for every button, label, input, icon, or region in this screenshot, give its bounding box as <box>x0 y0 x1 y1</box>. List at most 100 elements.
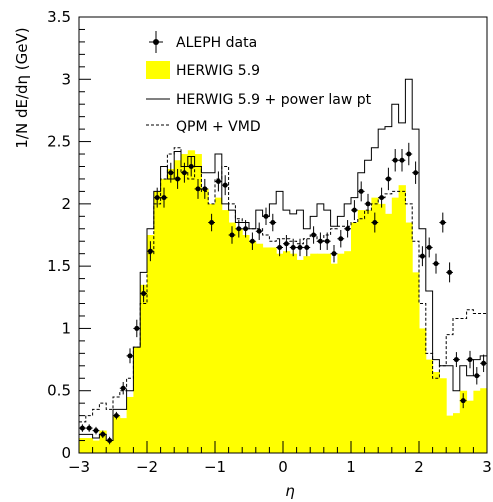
herwig-bin <box>432 372 440 453</box>
data-point <box>276 238 283 257</box>
herwig-fill-layer <box>79 150 488 453</box>
data-marker <box>181 170 187 176</box>
herwig-bin <box>371 197 379 453</box>
qpm-vmd-layer <box>79 147 487 423</box>
data-point <box>92 426 100 435</box>
data-marker <box>283 241 289 247</box>
data-point <box>357 181 365 202</box>
data-marker <box>277 244 283 250</box>
data-point <box>126 348 134 364</box>
y-tick-label: 0 <box>61 444 71 462</box>
x-tick-label: −1 <box>204 458 226 476</box>
herwig-bin <box>99 430 107 453</box>
data-point <box>160 187 168 208</box>
herwig-bin <box>283 251 291 453</box>
herwig-bin <box>344 251 352 453</box>
herwig-bin <box>228 222 236 453</box>
herwig-bin <box>208 203 216 453</box>
data-marker <box>372 220 378 226</box>
legend-label-herwig: HERWIG 5.9 <box>176 63 260 79</box>
legend-entry-qpm-vmd: QPM + VMD <box>146 119 261 135</box>
data-point <box>249 232 256 250</box>
herwig-bin <box>412 272 420 453</box>
data-point <box>228 226 236 244</box>
herwig-bin <box>473 390 481 453</box>
herwig-bin <box>106 440 114 453</box>
herwig-bin <box>276 253 284 453</box>
herwig-bin <box>242 235 250 453</box>
data-marker <box>324 238 330 244</box>
data-point <box>364 193 372 214</box>
x-tick-label: 3 <box>482 458 492 476</box>
data-point <box>385 167 392 191</box>
data-point <box>419 246 426 267</box>
data-marker <box>270 220 276 226</box>
data-marker <box>406 151 412 157</box>
herwig-bin <box>385 213 393 453</box>
data-marker <box>229 232 235 238</box>
data-point <box>296 238 304 257</box>
data-point <box>262 207 270 226</box>
herwig-bin <box>153 191 162 453</box>
data-marker <box>447 269 453 275</box>
x-tick-label: 0 <box>278 458 288 476</box>
y-tick-label: 2.5 <box>47 133 71 151</box>
data-point <box>153 187 161 208</box>
herwig-bin <box>79 438 87 453</box>
data-point <box>310 226 317 244</box>
herwig-bin <box>446 415 454 453</box>
data-point <box>466 350 474 369</box>
data-marker <box>202 186 208 192</box>
data-marker <box>453 357 459 363</box>
data-point <box>85 424 93 432</box>
herwig-bin <box>425 359 434 453</box>
herwig-bin <box>419 328 427 453</box>
data-marker <box>345 226 351 232</box>
data-marker <box>338 236 344 242</box>
herwig-bin <box>133 347 141 453</box>
data-point <box>181 162 188 183</box>
data-point <box>405 142 413 166</box>
x-tick-label: 1 <box>346 458 356 476</box>
data-point <box>201 178 209 199</box>
data-point <box>337 230 345 248</box>
x-axis-label: η <box>285 482 295 500</box>
data-marker <box>147 248 153 254</box>
data-point <box>221 175 229 196</box>
herwig-bin <box>262 247 270 453</box>
herwig-bin <box>119 418 128 453</box>
x-tick-label: −2 <box>136 458 158 476</box>
data-marker <box>263 213 269 219</box>
herwig-bin <box>167 168 175 453</box>
data-marker <box>358 188 364 194</box>
data-point <box>473 367 481 385</box>
data-marker <box>413 170 419 176</box>
legend-entry-herwig: HERWIG 5.9 <box>146 61 260 79</box>
data-point <box>446 262 453 283</box>
data-point <box>235 220 243 238</box>
herwig-bin <box>459 390 468 453</box>
herwig-bin <box>398 185 406 453</box>
data-marker <box>467 357 473 363</box>
herwig-bin <box>357 210 366 453</box>
data-marker <box>317 238 323 244</box>
data-marker <box>107 438 113 444</box>
legend-label-qpm-vmd: QPM + VMD <box>176 119 261 135</box>
data-point <box>398 149 406 172</box>
herwig-bin <box>147 235 155 453</box>
x-tick-label: −3 <box>68 458 90 476</box>
herwig-bin <box>269 247 277 453</box>
data-marker <box>222 182 228 188</box>
data-marker <box>481 360 487 366</box>
data-marker <box>168 170 174 176</box>
data-marker <box>399 157 405 163</box>
data-marker <box>113 413 119 419</box>
herwig-bin <box>187 150 196 453</box>
herwig-bin <box>323 253 332 453</box>
data-point <box>432 253 440 274</box>
herwig-bin <box>255 243 264 453</box>
herwig-bin <box>140 284 148 453</box>
herwig-bin <box>330 263 338 453</box>
data-point <box>242 220 249 238</box>
